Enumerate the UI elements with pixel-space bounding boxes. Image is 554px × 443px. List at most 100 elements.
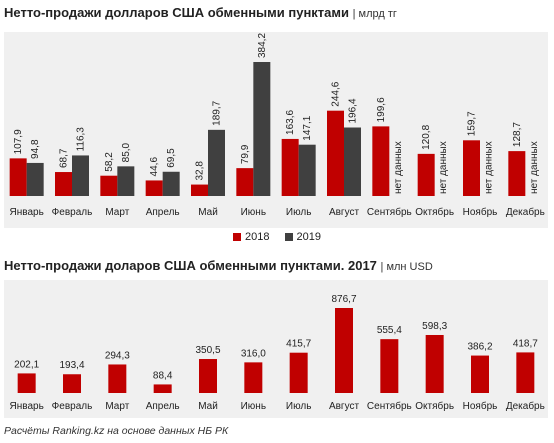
label-2019-10: нет данных: [438, 141, 449, 194]
chart2-xlabel-3: Март: [105, 401, 129, 412]
bar-2019-4: [162, 171, 180, 196]
label-2018-10: 120,8: [421, 124, 432, 149]
label-2017-3: 294,3: [105, 350, 130, 361]
bar-2017-6: [244, 362, 263, 393]
chart1-title: Нетто-продажи долларов США обменными пун…: [4, 5, 397, 20]
bar-2018-12: [508, 151, 526, 196]
legend-item-2019: 2019: [284, 231, 321, 243]
label-2018-12: 128,7: [512, 122, 523, 147]
label-2017-11: 386,2: [467, 342, 492, 353]
label-2018-4: 44,6: [149, 157, 160, 177]
chart1-xlabel-4: Апрель: [146, 207, 180, 218]
label-2019-8: 196,4: [348, 98, 359, 123]
label-2019-6: 384,2: [257, 33, 268, 58]
label-2019-11: нет данных: [484, 141, 495, 194]
bar-2017-7: [289, 352, 308, 393]
label-2019-2: 116,3: [76, 127, 87, 152]
legend-swatch-2019: [284, 233, 293, 241]
bar-2017-12: [516, 352, 535, 393]
chart1-xlabel-8: Август: [329, 207, 360, 218]
label-2019-7: 147,1: [302, 115, 313, 140]
label-2018-9: 199,6: [376, 97, 387, 122]
chart1-xlabel-2: Февраль: [52, 207, 93, 218]
chart1-xlabel-7: Июль: [286, 207, 312, 218]
label-2018-5: 32,8: [195, 161, 206, 181]
bar-2019-1: [26, 162, 44, 196]
bar-2018-1: [9, 158, 27, 196]
chart2-xlabel-1: Январь: [10, 401, 44, 412]
chart1-legend: 2018 2019: [0, 231, 554, 244]
label-2017-9: 555,4: [377, 325, 402, 336]
chart2-xlabel-7: Июль: [286, 401, 312, 412]
bar-2018-3: [100, 175, 118, 196]
label-2017-2: 193,4: [59, 360, 84, 371]
label-2018-3: 58,2: [104, 152, 115, 172]
bar-2018-8: [327, 110, 344, 196]
legend-item-2018: 2018: [232, 231, 270, 243]
bar-2018-10: [417, 153, 435, 196]
bar-2018-2: [55, 172, 72, 196]
chart2-title: Нетто-продажи доларов США обменными пунк…: [4, 258, 433, 273]
label-2018-8: 244,6: [331, 81, 342, 106]
bar-2017-8: [335, 308, 353, 393]
chart1-xlabel-11: Ноябрь: [463, 206, 498, 218]
chart2-xlabel-4: Апрель: [146, 401, 180, 412]
label-2017-1: 202,1: [14, 359, 39, 370]
chart2-xlabel-8: Август: [329, 401, 360, 412]
chart1-xlabel-10: Октябрь: [415, 206, 454, 218]
bar-2019-6: [253, 62, 271, 196]
legend-swatch-2018: [232, 233, 241, 241]
label-2019-5: 189,7: [212, 100, 223, 125]
label-2018-11: 159,7: [467, 111, 478, 136]
chart1-xlabel-1: Январь: [10, 207, 44, 218]
label-2019-4: 69,5: [166, 148, 177, 168]
label-2017-12: 418,7: [513, 338, 538, 349]
label-2019-9: нет данных: [393, 141, 404, 194]
bar-2018-9: [372, 126, 390, 196]
bar-2018-6: [236, 168, 254, 196]
bar-2018-11: [463, 140, 480, 196]
label-2018-1: 107,9: [13, 129, 24, 154]
chart1-xlabel-9: Сентябрь: [367, 206, 412, 218]
chart2-xlabel-2: Февраль: [52, 401, 93, 412]
bar-2019-7: [298, 144, 316, 196]
bar-2017-5: [199, 359, 217, 393]
label-2017-8: 876,7: [331, 294, 356, 305]
legend-label-2018: 2018: [244, 231, 270, 243]
label-2017-4: 88,4: [153, 370, 173, 381]
chart2-xlabel-11: Ноябрь: [463, 400, 498, 412]
label-2017-5: 350,5: [195, 345, 220, 356]
bar-2017-11: [471, 355, 489, 393]
chart1-xlabel-3: Март: [105, 207, 129, 218]
chart1-xlabel-5: Май: [198, 207, 218, 218]
bar-2017-4: [153, 384, 172, 393]
chart2-xlabel-10: Октябрь: [415, 400, 454, 412]
bar-2019-5: [208, 129, 225, 196]
chart1-xlabel-6: Июнь: [241, 207, 266, 218]
bar-2018-7: [281, 138, 299, 196]
bar-2018-4: [145, 180, 163, 196]
chart1-title-text: Нетто-продажи долларов США обменными пун…: [4, 5, 350, 20]
label-2019-1: 94,8: [30, 139, 41, 159]
label-2018-2: 68,7: [59, 148, 70, 168]
bar-2019-2: [72, 155, 89, 196]
label-2017-10: 598,3: [422, 321, 447, 332]
label-2017-7: 415,7: [286, 339, 311, 350]
bar-2017-1: [17, 373, 36, 393]
chart2-xlabel-9: Сентябрь: [367, 400, 412, 412]
chart2-xlabel-12: Декабрь: [506, 400, 545, 412]
chart2-panel: [4, 280, 548, 418]
label-2017-6: 316,0: [241, 348, 266, 359]
bar-2017-10: [425, 334, 444, 393]
footer-source: Расчёты Ranking.kz на основе данных НБ Р…: [4, 425, 229, 437]
chart1-xlabel-12: Декабрь: [506, 206, 545, 218]
bar-2019-8: [344, 127, 361, 196]
chart1-panel: [4, 32, 548, 228]
bar-2017-9: [380, 339, 399, 393]
label-2019-3: 85,0: [121, 142, 132, 162]
chart1-unit: | млрд тг: [352, 8, 397, 20]
chart2-title-text: Нетто-продажи доларов США обменными пунк…: [4, 258, 377, 273]
bar-2018-5: [191, 184, 208, 196]
label-2018-6: 79,9: [240, 144, 251, 164]
